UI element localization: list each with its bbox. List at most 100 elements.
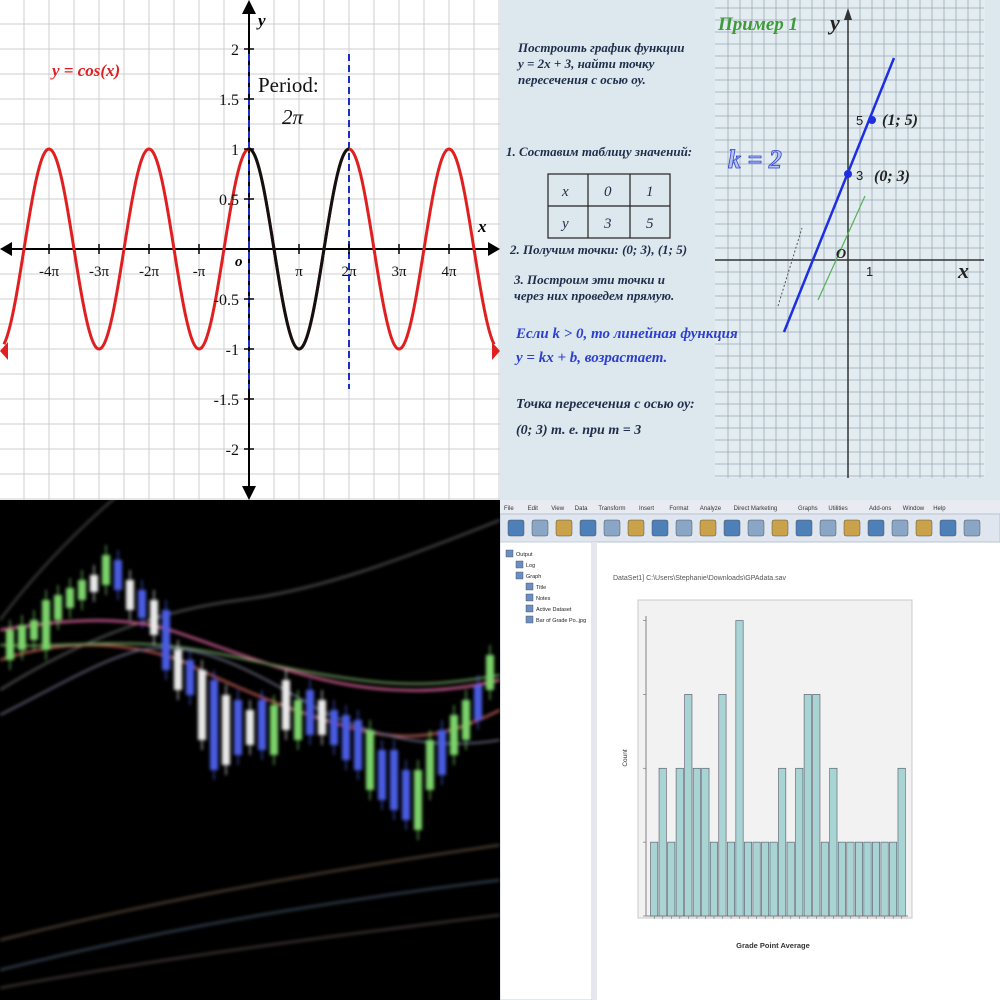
x-tick-label: -2π [139,264,159,280]
tree-item[interactable]: Bar of Grade Po..jpg [536,618,586,624]
show-hide-icon[interactable] [819,519,837,537]
tree-item[interactable]: Graph [526,574,541,580]
save-icon[interactable] [531,519,549,537]
y-tick-label: -1 [226,342,239,359]
menu-item-direct-marketing[interactable]: Direct Marketing [734,506,778,512]
x-tick-label: 2π [341,264,357,280]
curve-arrow-left [0,342,8,360]
x-axis-arrow-left [0,242,12,256]
insert-output-icon[interactable] [747,519,765,537]
bar [735,620,744,917]
bar [769,841,778,917]
rule-line-2: y = kx + b, возрастает. [516,350,668,366]
bar [761,841,770,917]
table-cell-x0: 0 [604,184,612,200]
candle-body [486,655,494,690]
tree-item[interactable]: Notes [536,596,551,602]
x-axis-title: Grade Point Average [736,941,810,950]
x-axis-arrow-right [488,242,500,256]
menu-item-add-ons[interactable]: Add-ons [869,506,891,512]
promote-icon[interactable] [891,519,909,537]
point-0-3 [844,170,852,178]
menu-item-view[interactable]: View [551,506,565,512]
menu-item-analyze[interactable]: Analyze [700,506,722,512]
linear-chart: 5 3 1 (1; 5) (0; 3) O x y k = 2 Пример 1… [547,0,985,478]
menu-item-edit[interactable]: Edit [528,506,539,512]
candle-body [378,750,386,800]
candle-body [330,710,338,745]
tree-node-icon [515,560,524,569]
tree-node-icon [525,604,534,613]
origin-label: o [235,254,243,270]
moving-average-pink [0,619,500,692]
bollinger-band-upper [0,500,114,621]
redo-icon[interactable] [627,519,645,537]
tick-1: 1 [866,264,873,279]
direction-arrow [817,195,866,301]
y-axis-arrow-down [242,486,256,500]
candle-body [414,770,422,830]
tree-item[interactable]: Title [536,585,546,591]
menu-item-transform[interactable]: Transform [598,506,625,512]
goto-case-icon[interactable] [675,519,693,537]
y-axis-label: y [256,11,266,30]
print-icon[interactable] [555,519,573,537]
line-y-2x-3 [782,57,896,333]
spss-viewer: File Edit View Data Transform Insert Format Ana… [500,500,1000,1000]
expand-icon[interactable] [843,519,861,537]
goto-data-icon[interactable] [651,519,669,537]
back-icon[interactable] [939,519,957,537]
tree-item[interactable]: Active Dataset [536,607,572,613]
forward-icon[interactable] [963,519,981,537]
menu-item-insert[interactable]: Insert [639,506,654,512]
demote-icon[interactable] [915,519,933,537]
variables-icon[interactable] [699,519,717,537]
x-tick-label: 4π [441,264,457,280]
menu-item-help[interactable]: Help [933,506,946,512]
menu-item-file[interactable]: File [504,506,514,512]
y-tick-label: 0.5 [219,192,239,209]
open-icon[interactable] [507,519,525,537]
menu-item-window[interactable]: Window [903,506,925,512]
candle-body [222,695,230,765]
candle-body [462,700,470,740]
menu-item-graphs[interactable]: Graphs [798,506,818,512]
candle-body [78,580,86,600]
x-axis-label: x [477,217,487,236]
export-icon[interactable] [579,519,597,537]
bar [854,841,863,917]
insert-text-icon[interactable] [795,519,813,537]
period-value: 2π [282,105,304,129]
bar [897,767,906,917]
moving-average-red [0,643,500,738]
undo-icon[interactable] [603,519,621,537]
menu-item-format[interactable]: Format [669,506,688,512]
collapse-icon[interactable] [867,519,885,537]
moving-average-gray [0,647,500,745]
y-tick-label: 1 [231,142,239,159]
rule-line-1: Если k > 0, то линейная функция [516,326,738,342]
bar [667,841,676,917]
outline-pane [500,541,593,1000]
candle-body [234,700,242,755]
step-3-text: 3. Построим эти точки и через них провед… [514,272,674,304]
step-2-text: 2. Получим точки: (0; 3), (1; 5) [510,242,688,257]
candle-body [282,680,290,730]
menu-item-data[interactable]: Data [575,506,588,512]
chart-icon[interactable] [723,519,741,537]
candle-body [6,630,14,660]
bar [718,694,727,917]
candle-body [426,740,434,790]
bar [889,841,898,917]
tree-item[interactable]: Log [526,563,535,569]
answer-title: Точка пересечения с осью оу: [516,397,695,412]
point-a-label: (1; 5) [882,112,918,129]
menu-item-utilities[interactable]: Utilities [828,506,847,512]
task-text: Построить график функции y = 2x + 3, най… [518,40,684,88]
insert-title-icon[interactable] [771,519,789,537]
tree-item[interactable]: Output [516,552,533,558]
pane-splitter[interactable] [592,542,597,1000]
candle-body [438,730,446,775]
x-tick-label: -4π [39,264,59,280]
candle-body [162,610,170,670]
